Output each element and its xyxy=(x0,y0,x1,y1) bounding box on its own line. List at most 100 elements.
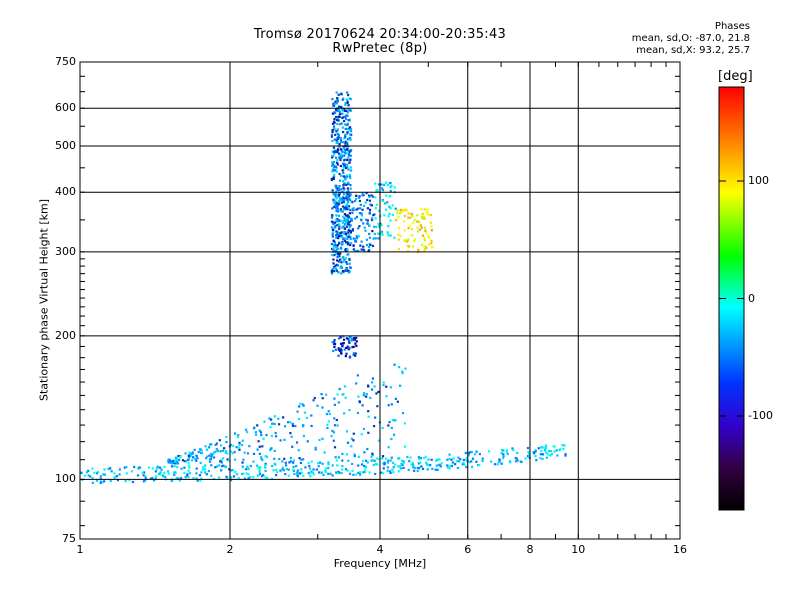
data-point xyxy=(292,459,296,462)
data-point xyxy=(397,233,400,236)
data-point xyxy=(321,397,324,400)
data-point xyxy=(164,475,167,479)
data-point xyxy=(401,412,405,415)
data-point xyxy=(340,174,343,177)
data-point xyxy=(264,455,267,458)
data-point xyxy=(265,433,268,437)
data-point xyxy=(390,184,393,188)
data-point xyxy=(346,200,350,204)
data-point xyxy=(512,449,515,452)
data-point xyxy=(341,221,344,224)
data-point xyxy=(344,164,348,167)
data-point xyxy=(339,252,342,255)
data-point xyxy=(339,208,342,211)
data-point xyxy=(564,452,567,456)
data-point xyxy=(335,193,338,196)
data-point xyxy=(346,141,349,144)
data-point xyxy=(397,247,400,251)
data-point xyxy=(528,451,531,454)
data-point xyxy=(227,468,231,471)
data-point xyxy=(408,224,412,227)
data-point xyxy=(295,465,298,468)
data-point xyxy=(400,459,404,462)
data-point xyxy=(342,392,345,396)
data-point xyxy=(332,127,336,130)
data-point xyxy=(370,388,374,391)
data-point xyxy=(420,226,424,229)
data-point xyxy=(147,466,150,469)
data-point xyxy=(339,210,342,213)
data-point xyxy=(397,216,400,219)
data-point xyxy=(336,109,339,113)
data-point xyxy=(339,349,342,353)
data-point xyxy=(142,471,146,474)
data-point xyxy=(273,422,276,426)
data-point xyxy=(427,243,431,246)
data-point xyxy=(333,403,336,406)
data-point xyxy=(389,459,392,462)
data-point xyxy=(448,457,451,461)
data-point xyxy=(524,457,527,460)
data-point xyxy=(276,470,279,474)
data-point xyxy=(350,337,353,341)
data-point xyxy=(362,194,365,197)
data-point xyxy=(339,154,342,157)
data-point xyxy=(266,477,269,480)
data-point xyxy=(403,229,406,232)
data-point xyxy=(339,231,343,235)
data-point xyxy=(333,446,337,449)
data-point xyxy=(342,184,345,187)
data-point xyxy=(337,456,341,459)
data-point xyxy=(341,116,344,120)
data-point xyxy=(348,173,351,177)
data-point xyxy=(394,207,397,210)
data-point xyxy=(377,237,380,240)
data-point xyxy=(341,270,344,273)
data-point xyxy=(355,194,358,197)
data-point xyxy=(354,198,358,201)
data-point xyxy=(315,468,318,471)
data-point xyxy=(342,175,345,178)
data-point xyxy=(540,449,543,453)
data-point xyxy=(327,463,330,466)
data-point xyxy=(348,128,352,132)
data-point xyxy=(328,412,331,416)
data-point xyxy=(349,209,352,212)
data-point xyxy=(352,473,355,476)
data-point xyxy=(411,234,414,237)
data-point xyxy=(403,214,406,218)
data-point xyxy=(347,229,350,232)
data-point xyxy=(289,456,292,460)
data-point xyxy=(544,446,548,450)
data-point xyxy=(340,241,344,245)
data-point xyxy=(341,205,345,208)
data-point xyxy=(359,203,362,206)
data-point xyxy=(334,115,338,119)
data-point xyxy=(456,466,459,470)
data-point xyxy=(333,152,336,155)
data-point xyxy=(347,231,350,234)
data-point xyxy=(562,447,565,451)
data-point xyxy=(336,158,339,161)
data-point xyxy=(325,412,329,416)
data-point xyxy=(335,263,338,266)
data-point xyxy=(154,476,158,479)
data-point xyxy=(346,243,350,246)
data-point xyxy=(346,214,349,217)
data-point xyxy=(407,227,410,230)
data-point xyxy=(332,192,336,195)
data-point xyxy=(392,471,395,474)
data-point xyxy=(142,480,146,483)
data-point xyxy=(407,249,410,252)
data-point xyxy=(173,473,176,477)
data-point xyxy=(457,460,461,463)
data-point xyxy=(545,444,548,447)
data-point xyxy=(320,471,324,474)
data-point xyxy=(330,434,333,438)
data-point xyxy=(340,93,343,96)
data-point xyxy=(345,117,348,120)
data-point xyxy=(260,433,263,437)
data-point xyxy=(346,198,349,201)
data-point xyxy=(418,228,421,231)
data-point xyxy=(519,460,522,463)
